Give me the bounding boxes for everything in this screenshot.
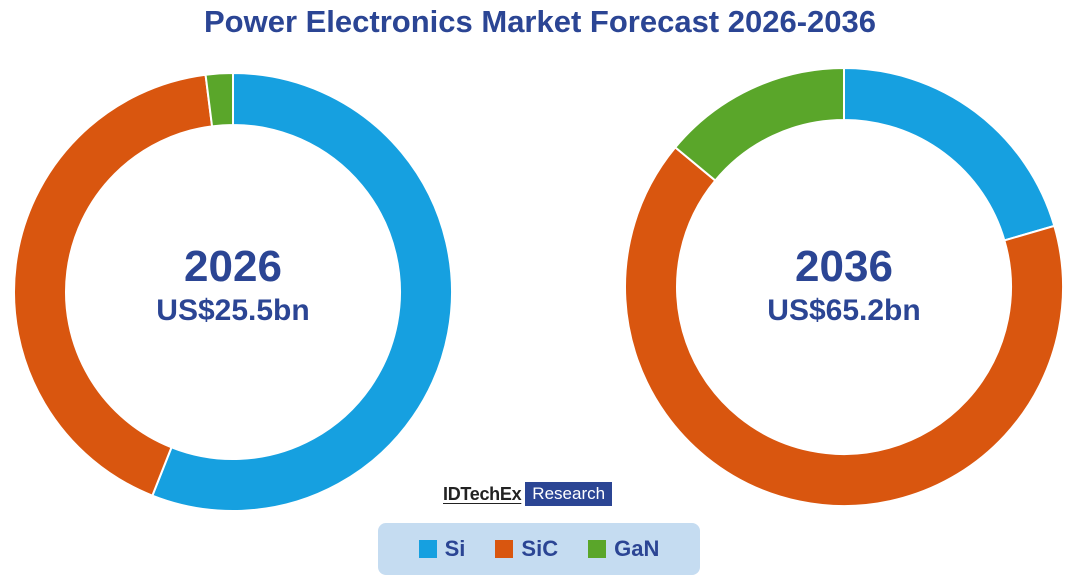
- year-label-2026: 2026: [184, 242, 282, 291]
- slice-2026-gan: [204, 71, 234, 128]
- total-label-2026: US$25.5bn: [156, 294, 310, 327]
- slice-2036-si: [843, 66, 1056, 242]
- slice-2026-sic: [13, 73, 214, 497]
- chart-legend: Si SiC GaN: [378, 523, 700, 575]
- legend-entry-sic: SiC: [495, 536, 558, 562]
- slice-2026-si: [151, 71, 453, 512]
- logo-brand: IDTechEx: [443, 483, 522, 504]
- total-label-2036: US$65.2bn: [767, 294, 921, 327]
- slice-2036-gan: [673, 66, 845, 182]
- legend-label-gan: GaN: [614, 536, 660, 561]
- legend-swatch-gan: [588, 540, 607, 558]
- legend-entry-si: Si: [418, 536, 466, 562]
- legend-label-si: Si: [444, 536, 466, 561]
- slice-2036-sic: [624, 145, 1064, 507]
- legend-label-sic: SiC: [521, 536, 559, 561]
- chart-title: Power Electronics Market Forecast 2026-2…: [203, 4, 876, 39]
- idtechex-logo: IDTechEx Research: [443, 482, 613, 506]
- donut-center-2036: 2036 US$65.2bn: [744, 242, 944, 328]
- legend-swatch-si: [418, 540, 437, 558]
- year-label-2036: 2036: [795, 242, 893, 291]
- legend-swatch-sic: [495, 540, 514, 558]
- legend-entry-gan: GaN: [588, 536, 659, 562]
- logo-research-tag: Research: [525, 482, 613, 506]
- donut-center-2026: 2026 US$25.5bn: [133, 242, 333, 328]
